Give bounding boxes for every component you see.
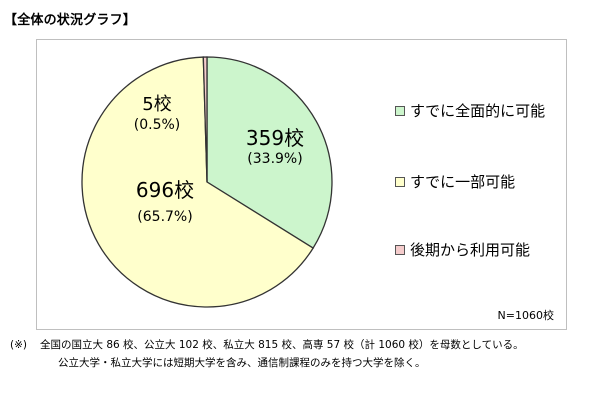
footnote-text-1: 全国の国立大 86 校、公立大 102 校、私立大 815 校、高専 57 校（…: [40, 339, 524, 351]
legend-item-full: すでに全面的に可能: [395, 100, 545, 121]
slice-count-later: 5校: [142, 94, 172, 115]
legend-label-full: すでに全面的に可能: [410, 102, 546, 120]
pie-slice-later: [202, 56, 208, 183]
legend-item-later: 後期から利用可能: [395, 239, 530, 260]
slice-count-partial: 696校: [135, 178, 195, 202]
slice-label-later: 5校 (0.5%): [127, 94, 187, 134]
legend-label-later: 後期から利用可能: [410, 241, 531, 259]
legend-swatch-full: [395, 105, 405, 116]
legend-label-partial: すでに一部可能: [410, 173, 516, 191]
slice-percent-later: (0.5%): [133, 116, 181, 133]
footnote-line-1: (※) 全国の国立大 86 校、公立大 102 校、私立大 815 校、高専 57…: [10, 336, 595, 354]
slice-percent-partial: (65.7%): [137, 209, 193, 225]
footnote-mark: (※): [10, 339, 27, 351]
legend-swatch-later: [395, 244, 405, 255]
pie-slice-full: [206, 56, 333, 249]
pie-slice-partial: [81, 56, 314, 308]
page-heading: 【全体の状況グラフ】: [4, 13, 137, 28]
slice-label-full: 359校 (33.9%): [235, 126, 315, 169]
pie-chart: [81, 56, 333, 308]
legend-item-partial: すでに一部可能: [395, 171, 515, 192]
slice-percent-full: (33.9%): [247, 151, 303, 167]
legend-swatch-partial: [395, 176, 405, 187]
footnote-line-2: 公立大学・私立大学には短期大学を含み、通信制課程のみを持つ大学を除く。: [58, 357, 426, 369]
chart-sample-size: N=1060校: [497, 309, 554, 322]
chart-frame: 359校 (33.9%) 696校 (65.7%) 5校 (0.5%) すでに全…: [36, 39, 567, 330]
slice-count-full: 359校: [245, 126, 305, 150]
slice-label-partial: 696校 (65.7%): [120, 178, 210, 227]
footnote: (※) 全国の国立大 86 校、公立大 102 校、私立大 815 校、高専 57…: [10, 336, 595, 372]
